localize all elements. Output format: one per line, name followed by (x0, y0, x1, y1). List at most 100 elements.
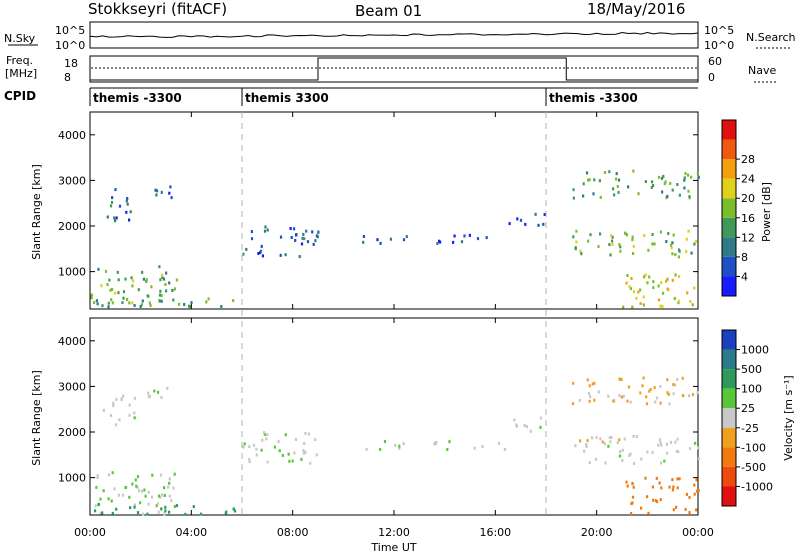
scatter-cell (150, 495, 154, 499)
scatter-cell (586, 378, 589, 382)
scatter-cell (164, 283, 167, 286)
scatter-cell (660, 176, 664, 180)
scatter-cell (158, 299, 161, 303)
scatter-cell (145, 279, 148, 283)
scatter-cell (125, 199, 128, 203)
scatter-cell (153, 389, 156, 393)
scatter-cell (632, 244, 635, 248)
scatter-cell (572, 196, 575, 200)
scatter-cell (452, 240, 455, 244)
scatter-cell (113, 216, 116, 220)
scatter-cell (114, 188, 117, 192)
scatter-cell (663, 182, 666, 186)
scatter-cell (677, 299, 681, 303)
scatter-cell (630, 502, 633, 506)
velocity-y-ticks: 1000 2000 3000 4000 (58, 335, 698, 485)
scatter-cell (666, 277, 669, 281)
colorbar-swatch (722, 256, 736, 277)
scatter-cell (689, 300, 692, 303)
power-colorbar-tick-label: 12 (741, 231, 755, 244)
scatter-cell (618, 393, 621, 397)
scatter-cell (667, 232, 670, 236)
colorbar-swatch (722, 120, 736, 140)
scatter-cell (126, 202, 129, 206)
scatter-cell (304, 431, 307, 435)
scatter-cell (131, 284, 134, 288)
scatter-cell (615, 172, 618, 176)
scatter-cell (625, 281, 628, 285)
scatter-cell (603, 171, 607, 174)
scatter-cell (585, 445, 588, 449)
scatter-cell (147, 391, 150, 395)
scatter-cell (161, 276, 164, 279)
scatter-cell (651, 242, 654, 246)
colorbar-swatch (722, 408, 736, 428)
scatter-cell (172, 298, 175, 302)
scatter-cell (460, 240, 464, 244)
scatter-cell (615, 177, 618, 181)
scatter-cell (279, 235, 283, 239)
scatter-cell (300, 457, 303, 461)
power-colorbar-tick-label: 16 (741, 212, 755, 225)
colorbar-swatch (722, 388, 736, 409)
power-colorbar-tick-label: 20 (741, 192, 755, 205)
scatter-cell (156, 189, 159, 193)
scatter-cell (661, 190, 664, 194)
scatter-cell (669, 181, 672, 185)
y-tick-label: 1000 (58, 266, 86, 279)
scatter-cell (613, 193, 616, 197)
scatter-cell (646, 495, 649, 499)
scatter-cell (111, 511, 114, 515)
scatter-cell (652, 280, 655, 284)
scatter-cell (117, 291, 120, 295)
scatter-cell (129, 506, 132, 510)
nsearch-label: N.Search (746, 31, 796, 44)
scatter-cell (398, 444, 401, 448)
scatter-cell (674, 253, 677, 257)
scatter-cell (170, 499, 173, 503)
scatter-cell (114, 423, 118, 427)
x-tick-label: 00:00 (74, 526, 106, 539)
scatter-cell (587, 239, 590, 243)
scatter-cell (677, 450, 680, 454)
scatter-cell (599, 232, 602, 236)
scatter-cell (508, 222, 511, 226)
scatter-cell (473, 446, 476, 450)
scatter-cell (648, 275, 651, 279)
scatter-cell (631, 235, 634, 239)
scatter-cell (659, 401, 662, 405)
scatter-cell (678, 477, 681, 481)
scatter-cell (639, 288, 642, 292)
velocity-colorbar-tick-label: -500 (741, 461, 766, 474)
power-y-ticks: 1000 2000 3000 4000 (58, 129, 698, 279)
scatter-cell (111, 196, 114, 200)
scatter-cell (261, 254, 264, 258)
power-colorbar-tick-label: 28 (741, 153, 755, 166)
scatter-cell (672, 233, 675, 237)
colorbar-swatch (722, 466, 736, 487)
scatter-cell (674, 440, 677, 444)
scatter-cell (136, 475, 140, 479)
scatter-cell (379, 447, 382, 451)
scatter-cell (107, 305, 110, 309)
scatter-cell (136, 485, 139, 489)
scatter-cell (102, 408, 105, 412)
scatter-cell (140, 303, 143, 307)
scatter-cell (523, 424, 526, 427)
scatter-cell (657, 298, 661, 302)
scatter-cell (671, 478, 674, 482)
scatter-cell (136, 511, 140, 515)
scatter-cell (588, 399, 591, 403)
scatter-cell (263, 432, 266, 436)
scatter-cell (448, 440, 451, 444)
scatter-cell (305, 229, 308, 233)
scatter-cell (644, 180, 647, 184)
scatter-cell (142, 277, 145, 281)
colorbar-swatch (722, 237, 736, 257)
velocity-colorbar-tick-label: 100 (741, 383, 762, 396)
scatter-cell (589, 233, 592, 237)
scatter-cell (260, 244, 263, 248)
scatter-cell (383, 440, 387, 443)
scatter-cell (651, 180, 654, 184)
scatter-cell (192, 505, 195, 509)
